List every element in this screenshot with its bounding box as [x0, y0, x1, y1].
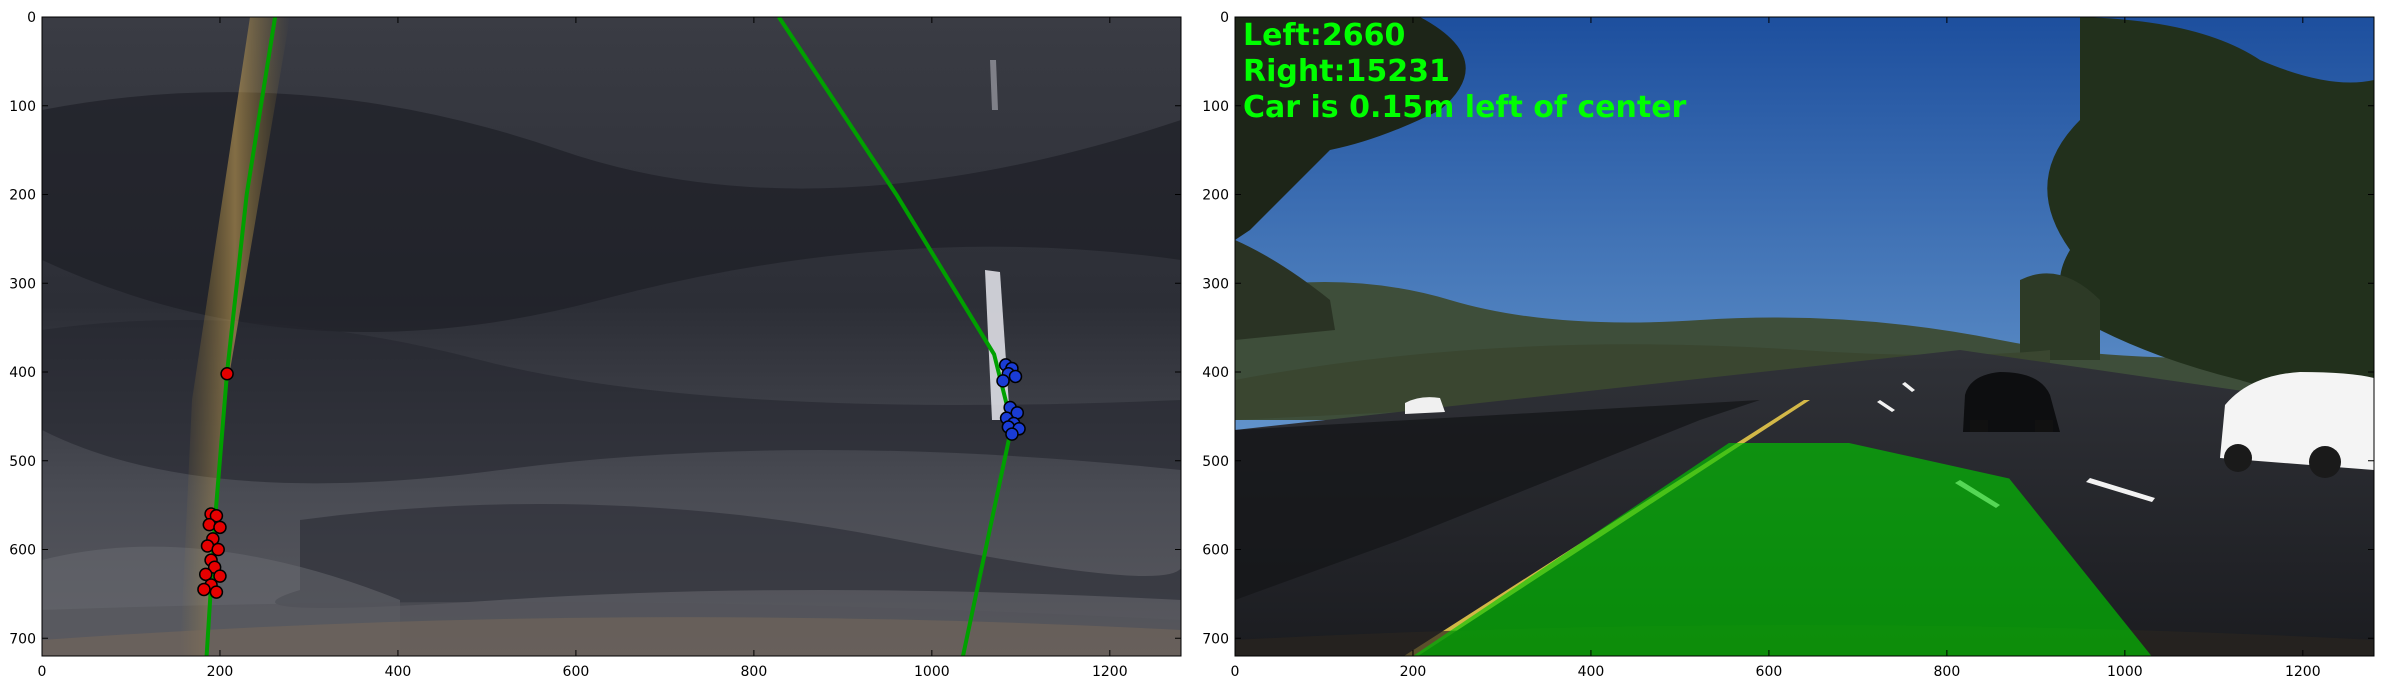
x-tick-label: 400: [385, 664, 412, 680]
lane-pixel-point: [209, 585, 224, 599]
x-tick-label: 1200: [2285, 664, 2321, 680]
y-tick-label: 700: [1202, 631, 1229, 647]
lane-pixel-point: [1005, 427, 1019, 441]
lane-pixel-point: [1008, 369, 1023, 384]
lane-pixel-point: [996, 374, 1010, 388]
center-offset-label: Car is 0.15m left of center: [1243, 90, 1687, 125]
right-plot-axes: 0 200 400 600 800 1000 1200 0 100 200 300 400 500 600…: [1202, 10, 2374, 680]
x-tick-label: 200: [1400, 664, 1427, 680]
y-tick-label: 0: [27, 10, 36, 26]
y-tick-label: 300: [1202, 276, 1229, 292]
x-tick-label: 600: [1756, 664, 1783, 680]
right-curvature-label: Right:15231: [1243, 54, 1450, 89]
left-background-image: [42, 17, 1181, 656]
y-tick-label: 600: [9, 543, 36, 559]
left-curvature-label: Left:2660: [1243, 18, 1405, 53]
right-plot-data: [1413, 443, 2152, 656]
x-tick-label: 800: [1934, 664, 1961, 680]
lane-pixel-point: [197, 582, 211, 597]
y-tick-label: 700: [9, 631, 36, 647]
y-tick-label: 400: [9, 365, 36, 381]
lane-pixel-point: [198, 567, 213, 582]
y-tick-label: 300: [9, 276, 36, 292]
x-tick-label: 400: [1578, 664, 1605, 680]
y-tick-label: 200: [9, 188, 36, 204]
left-plot-data: [197, 17, 1026, 656]
y-tick-label: 200: [1202, 188, 1229, 204]
y-tick-label: 400: [1202, 365, 1229, 381]
right-plot-frame: [1234, 16, 2375, 657]
x-tick-label: 800: [741, 664, 768, 680]
lane-area-overlay: [1413, 443, 2152, 656]
y-tick-label: 500: [1202, 454, 1229, 470]
x-tick-label: 1000: [2107, 664, 2143, 680]
y-tick-label: 0: [1220, 10, 1229, 26]
right-plot: 0 200 400 600 800 1000 1200 0 100 200 300 400 500 600…: [1202, 10, 2375, 680]
left-plot-frame: [41, 16, 1182, 657]
y-tick-label: 100: [1202, 99, 1229, 115]
lane-pixel-point: [213, 520, 227, 535]
left-plot-axes: 0 200 400 600 800 1000 1200 0 100 200 300 400 500 600…: [9, 10, 1181, 680]
x-tick-label: 200: [207, 664, 234, 680]
lane-pixel-point: [220, 367, 234, 381]
y-tick-label: 100: [9, 99, 36, 115]
left-plot: 0 200 400 600 800 1000 1200 0 100 200 300 400 500 600…: [9, 10, 1182, 680]
x-tick-label: 600: [563, 664, 590, 680]
lane-pixel-point: [211, 542, 225, 557]
x-tick-label: 0: [1231, 664, 1240, 680]
x-tick-label: 1200: [1092, 664, 1128, 680]
x-tick-label: 1000: [914, 664, 950, 680]
y-tick-label: 500: [9, 454, 36, 470]
y-tick-label: 600: [1202, 543, 1229, 559]
lane-fit-line: [777, 17, 1014, 656]
x-tick-label: 0: [38, 664, 47, 680]
lane-pixel-point: [213, 569, 227, 583]
